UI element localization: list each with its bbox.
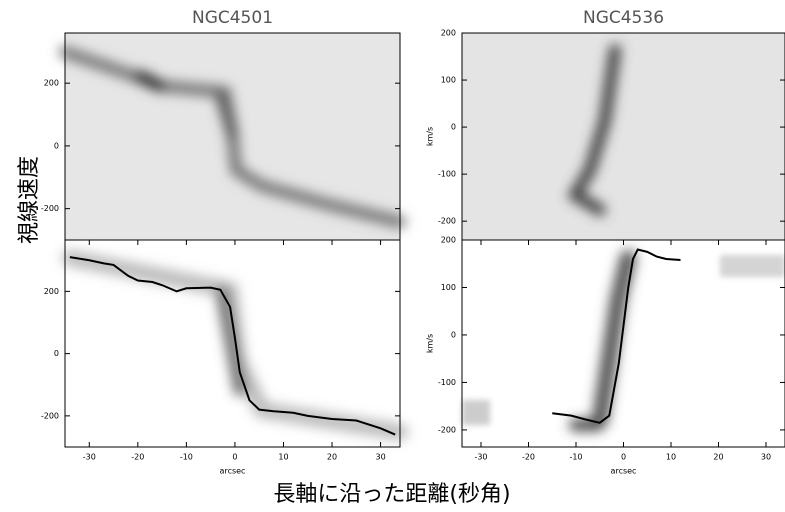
x-tick-label: -10 [569, 453, 582, 462]
panel-title: NGC4536 [583, 8, 664, 28]
y-tick-label: -200 [438, 217, 456, 226]
x-axis-label: arcsec [611, 467, 637, 476]
rotation-curve [552, 248, 681, 424]
y-tick-label: 0 [54, 141, 59, 150]
x-tick-label: 0 [621, 453, 626, 462]
y-axis-label: km/s [426, 334, 435, 353]
emission [59, 44, 636, 440]
x-tick-label: -30 [83, 453, 96, 462]
x-axis-label: arcsec [220, 467, 246, 476]
x-tick-label: 30 [375, 453, 385, 462]
x-tick-label: -20 [131, 453, 144, 462]
y-tick-label: -200 [438, 425, 456, 434]
x-tick-label: -30 [474, 453, 487, 462]
y-tick-label: 200 [44, 287, 59, 296]
y-tick-label: 100 [441, 283, 456, 292]
y-tick-label: -100 [438, 170, 456, 179]
y-tick-label: -200 [41, 204, 59, 213]
x-tick-label: 0 [232, 453, 237, 462]
emission-blocks [462, 255, 785, 425]
image-bg [462, 33, 785, 240]
y-axis-title: 視線速度 [17, 156, 42, 244]
y-axis-label: km/s [426, 127, 435, 146]
x-tick-label: 10 [278, 453, 288, 462]
y-tick-label: -100 [438, 378, 456, 387]
y-tick-label: 0 [54, 349, 59, 358]
x-tick-label: 20 [713, 453, 723, 462]
y-tick-label: 0 [451, 330, 456, 339]
y-tick-label: 200 [441, 236, 456, 245]
y-tick-label: 200 [441, 29, 456, 38]
y-tick-label: -200 [41, 411, 59, 420]
x-tick-label: 20 [327, 453, 337, 462]
panel-title: NGC4501 [192, 8, 273, 28]
x-axis-title: 長軸に沿った距離(秒角) [273, 482, 510, 507]
x-tick-label: -20 [522, 453, 535, 462]
x-tick-label: -10 [180, 453, 193, 462]
x-tick-label: 10 [666, 453, 676, 462]
y-tick-label: 100 [441, 76, 456, 85]
rotation-curve [69, 256, 396, 436]
x-tick-label: 30 [761, 453, 771, 462]
y-tick-label: 200 [44, 79, 59, 88]
y-tick-label: 0 [451, 123, 456, 132]
